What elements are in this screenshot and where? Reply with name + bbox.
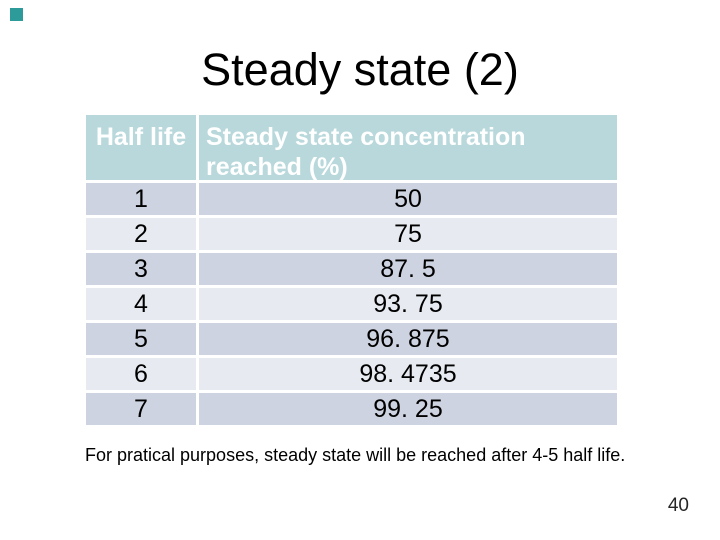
- table-row: 5 96. 875: [86, 323, 617, 355]
- cell-half-life: 3: [86, 253, 196, 285]
- header-cell-concentration: Steady state concentration reached (%): [199, 115, 617, 181]
- table-row: 1 50: [86, 183, 617, 215]
- table-row: 4 93. 75: [86, 288, 617, 320]
- cell-concentration: 75: [199, 218, 617, 250]
- cell-concentration: 96. 875: [199, 323, 617, 355]
- cell-half-life: 7: [86, 393, 196, 425]
- cell-concentration: 93. 75: [199, 288, 617, 320]
- cell-concentration: 99. 25: [199, 393, 617, 425]
- cell-half-life: 1: [86, 183, 196, 215]
- cell-half-life: 2: [86, 218, 196, 250]
- table-row: 2 75: [86, 218, 617, 250]
- page-number: 40: [667, 495, 689, 516]
- header-concentration-line2: reached (%): [206, 153, 348, 181]
- table-row: 6 98. 4735: [86, 358, 617, 390]
- header-concentration-line1: Steady state concentration: [206, 123, 526, 151]
- half-life-table: Half life Steady state concentration rea…: [86, 115, 617, 425]
- cell-concentration: 50: [199, 183, 617, 215]
- header-cell-half-life: Half life: [86, 115, 196, 180]
- table-row: 3 87. 5: [86, 253, 617, 285]
- page-title: Steady state (2): [201, 44, 519, 95]
- footer-note: For pratical purposes, steady state will…: [85, 445, 626, 465]
- table-row: 7 99. 25: [86, 393, 617, 425]
- cell-half-life: 5: [86, 323, 196, 355]
- cell-half-life: 6: [86, 358, 196, 390]
- cell-concentration: 87. 5: [199, 253, 617, 285]
- cell-half-life: 4: [86, 288, 196, 320]
- cell-concentration: 98. 4735: [199, 358, 617, 390]
- table-header-row: Half life Steady state concentration rea…: [86, 115, 617, 181]
- teal-accent-square: [10, 8, 23, 21]
